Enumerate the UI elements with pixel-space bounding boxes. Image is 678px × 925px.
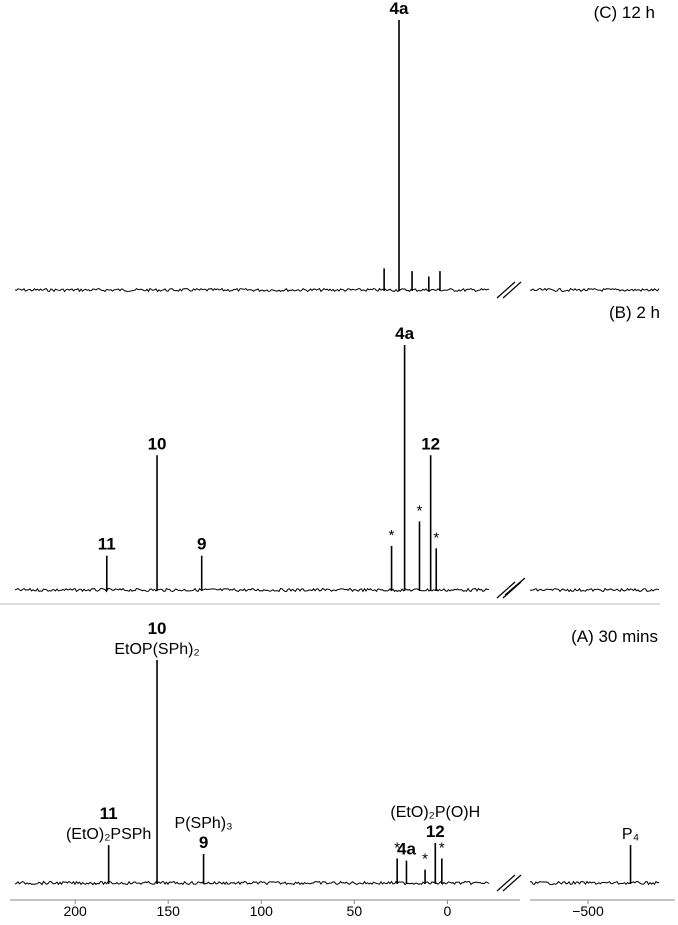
peak-label: * (389, 527, 395, 544)
peak-label: EtOP(SPh)₂ (114, 641, 199, 658)
baseline-noise (530, 880, 660, 886)
baseline-noise (529, 287, 660, 293)
peak-label: * (439, 839, 445, 856)
x-tick-label: 200 (63, 903, 87, 919)
panel-label: (B) 2 h (609, 303, 660, 322)
break-mark (502, 874, 522, 892)
peak-label: P₄ (622, 826, 639, 843)
break-mark (502, 281, 522, 299)
peak-label: * (417, 502, 423, 519)
peak-label: * (422, 851, 428, 868)
baseline-noise (14, 880, 490, 886)
baseline-noise (529, 587, 660, 593)
peak-label: 10 (148, 434, 167, 453)
baseline-noise (14, 587, 490, 593)
peak-label: 12 (426, 822, 445, 841)
peak-label: 9 (199, 833, 208, 852)
peak-label: (EtO)₂PSPh (66, 826, 151, 843)
peak-label: P(SPh)₃ (175, 815, 233, 832)
x-tick-label: 150 (157, 903, 181, 919)
break-mark (496, 581, 516, 599)
peak-label: 12 (421, 434, 440, 453)
peak-label: * (433, 529, 439, 546)
peak-label: * (394, 839, 400, 856)
baseline-noise (14, 287, 490, 293)
break-mark (496, 874, 516, 892)
peak-label: 10 (148, 619, 167, 638)
peak-label: 4a (395, 324, 414, 343)
break-mark (496, 281, 516, 299)
peak-label: 11 (98, 535, 116, 554)
x-tick-label: 0 (444, 903, 452, 919)
x-tick-label: 100 (250, 903, 274, 919)
peak-label: (EtO)₂P(O)H (390, 804, 480, 821)
break-mark (502, 581, 522, 599)
x-tick-label: 50 (347, 903, 363, 919)
peak-label: 11 (100, 804, 118, 823)
peak-label: 4a (390, 0, 409, 18)
peak-label: 4a (397, 840, 416, 859)
x-tick-label: −500 (572, 903, 604, 919)
peak-label: 9 (197, 535, 206, 554)
break-mark (504, 577, 526, 596)
panel-label: (C) 12 h (594, 3, 655, 22)
panel-label: (A) 30 mins (571, 627, 658, 646)
